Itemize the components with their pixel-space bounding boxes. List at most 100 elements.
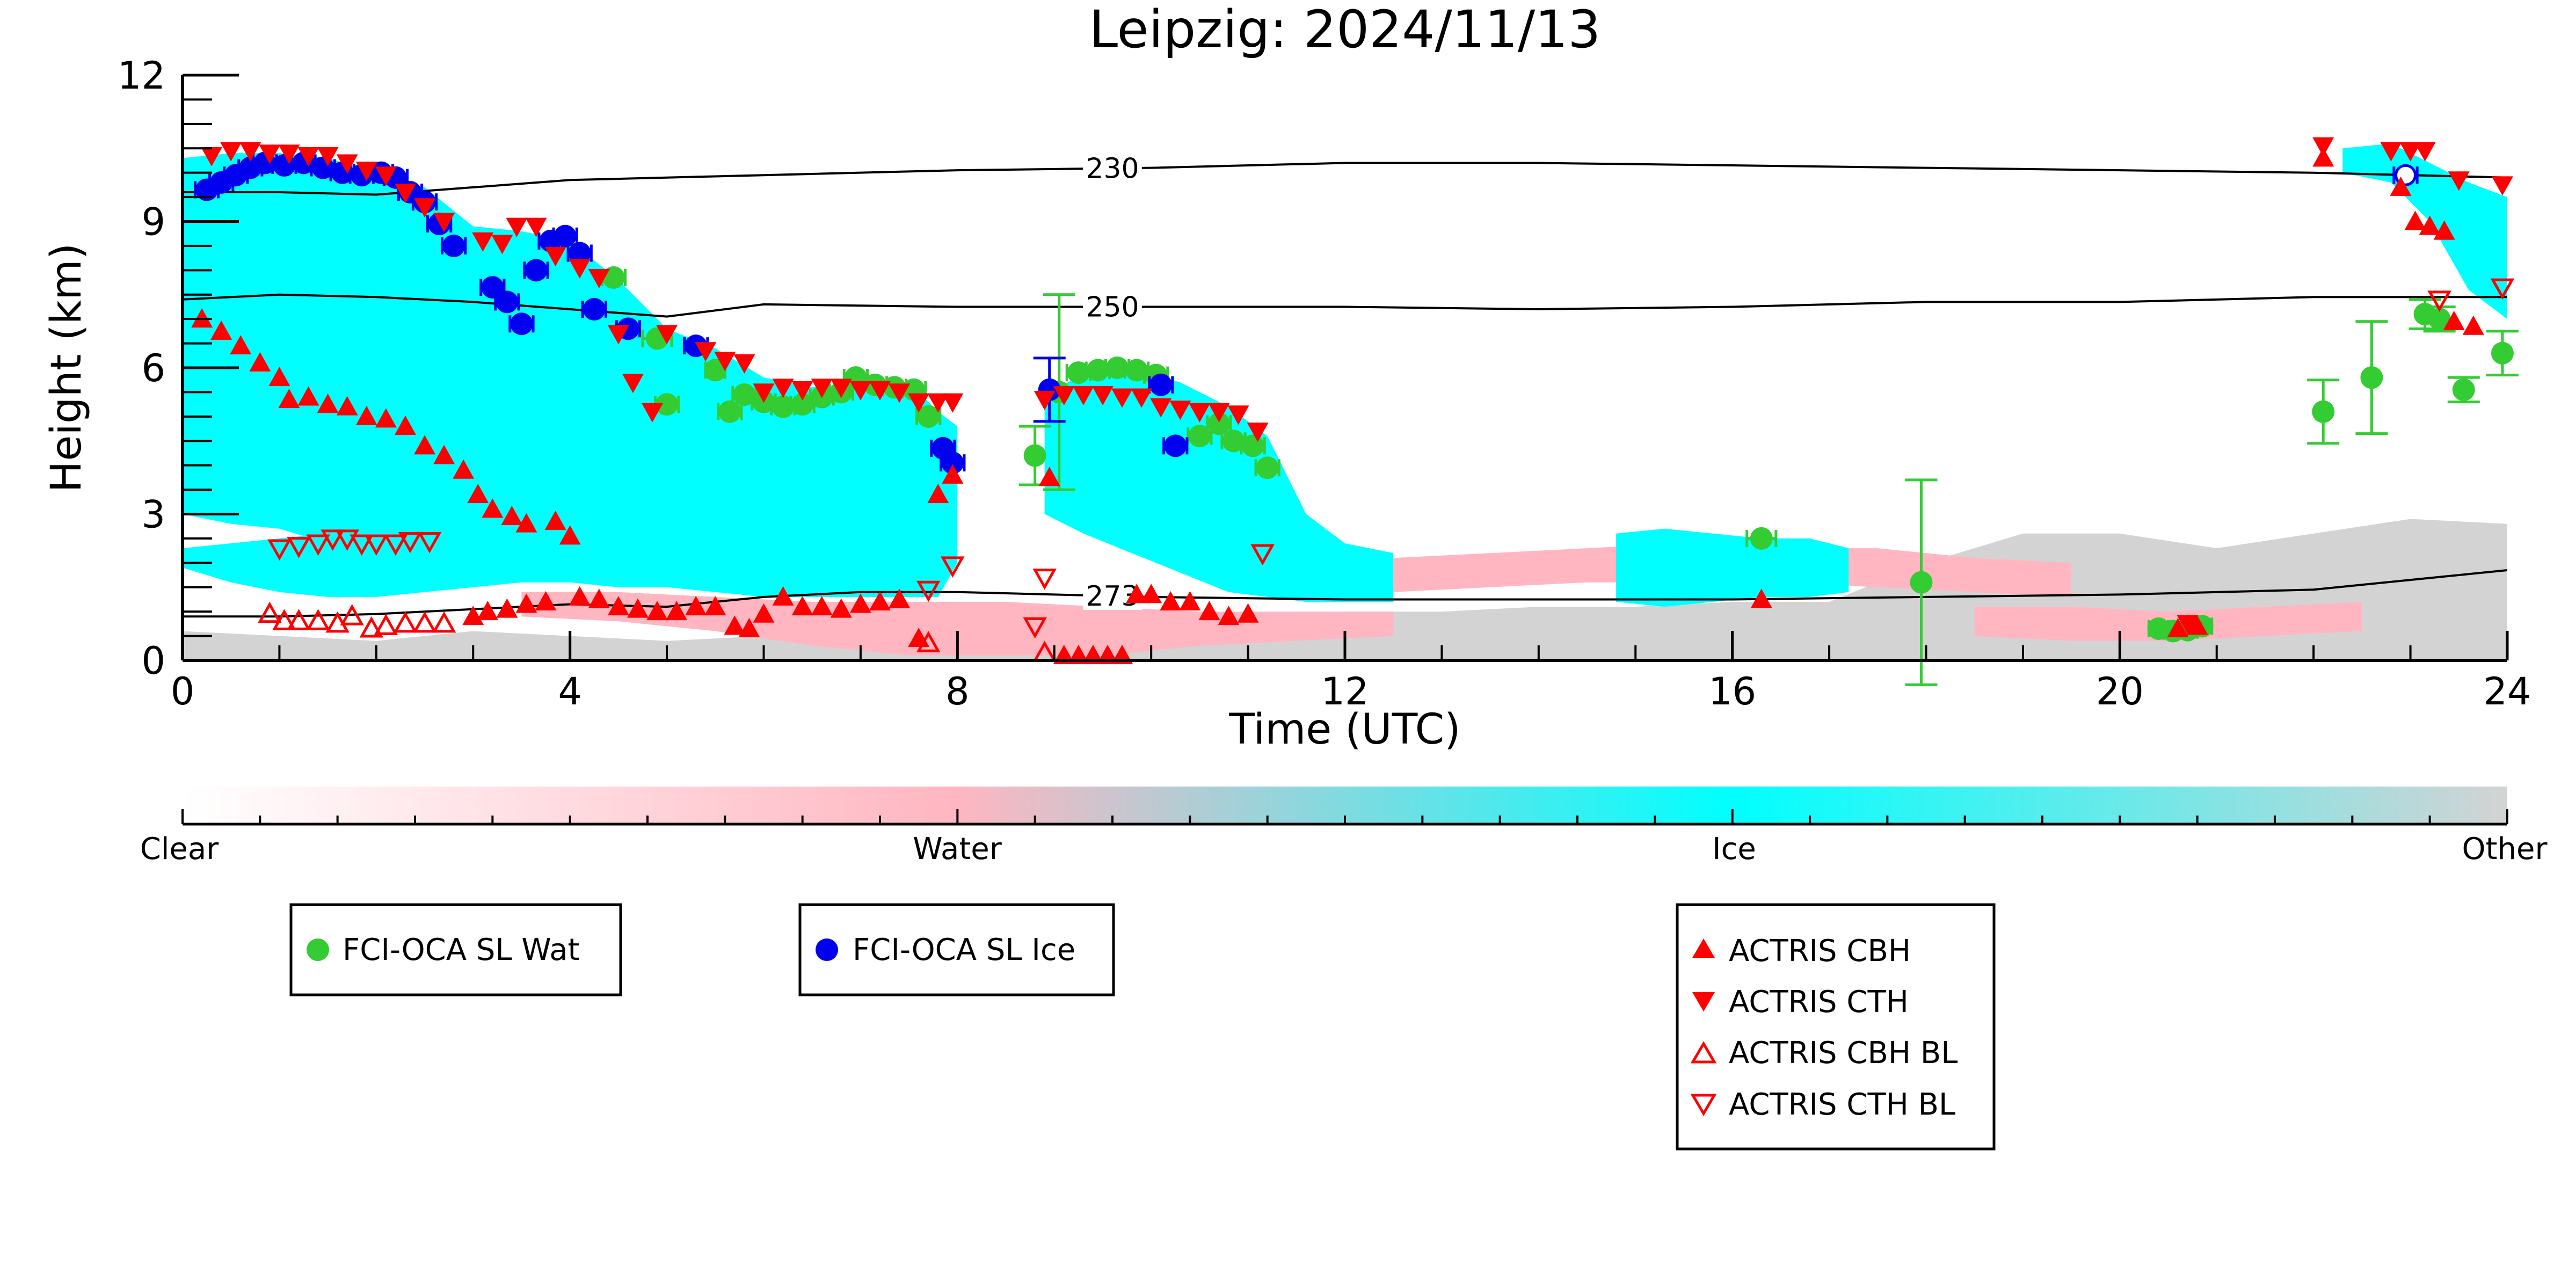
actris-cth-bl-point: [2427, 290, 2451, 312]
x-tick-label: 0: [171, 670, 195, 714]
fci-oca-sl-wat-point: [1241, 434, 1264, 457]
actris-cbh-point: [501, 506, 523, 526]
actris-cth-point: [569, 259, 591, 279]
actris-cth-bl-point: [398, 532, 423, 554]
actris-cbh-point: [414, 435, 436, 455]
y-tick-label: 3: [141, 493, 165, 537]
actris-cth-point: [2399, 142, 2421, 162]
actris-cth-point: [588, 268, 610, 288]
actris-cth-point: [2312, 137, 2334, 157]
actris-cbh-point: [889, 588, 911, 608]
x-axis-label: Time (UTC): [1228, 705, 1460, 754]
actris-cbh-point: [849, 593, 871, 613]
isotherm-label-background: [1083, 154, 1142, 183]
legend-fci-oca-wat: FCI-OCA SL Wat: [289, 903, 622, 996]
actris-cbh-point: [724, 615, 746, 635]
actris-cth-point: [336, 154, 358, 174]
fci-oca-sl-wat-point: [1086, 359, 1109, 382]
legend-label: ACTRIS CBH BL: [1729, 1036, 1958, 1071]
actris-cbh-point: [355, 405, 377, 425]
actris-cth-point: [642, 403, 664, 423]
colorbar-label-clear: Clear: [140, 832, 219, 867]
actris-cbh-point: [627, 598, 649, 618]
fci-oca-sl-ice-point: [525, 259, 548, 282]
fci-oca-sl-wat-point: [917, 405, 940, 428]
actris-cbh-point: [869, 591, 891, 610]
axes: 0 4 8 12 16 20 24 0 3 6 9 12: [118, 54, 2531, 714]
actris-cbh-point: [2186, 615, 2208, 635]
legend-box: [798, 903, 1115, 996]
actris-cbh-point: [278, 389, 300, 409]
actris-cbh-point: [462, 606, 484, 625]
data-markers: [191, 137, 2519, 686]
actris-cth-point: [506, 217, 528, 237]
actris-cth-point: [927, 393, 949, 413]
water-region: [521, 592, 1394, 656]
isotherm-label: 230: [1086, 152, 1139, 185]
actris-cth-point: [414, 198, 436, 218]
actris-cth-point: [1227, 405, 1249, 425]
actris-cth-point: [1247, 423, 1269, 442]
actris-cbh-point: [646, 601, 668, 621]
actris-cbh-point: [297, 386, 319, 406]
actris-cbh-point: [230, 335, 252, 355]
x-tick-label: 16: [1708, 670, 1756, 714]
isotherm-label-background: [1083, 293, 1142, 321]
actris-cth-bl-point: [417, 532, 442, 554]
actris-cth-bl-point: [2490, 278, 2515, 300]
actris-cth-point: [622, 374, 644, 394]
actris-cbh-point: [666, 601, 688, 621]
fci-oca-sl-wat-point: [2360, 366, 2383, 389]
ice-region: [1616, 528, 1849, 607]
classification-background: [183, 143, 2507, 660]
actris-cbh-point: [738, 617, 760, 637]
actris-cth-point: [791, 381, 813, 401]
actris-cth-bl-point: [287, 537, 311, 558]
fci-oca-sl-wat-point: [1106, 356, 1129, 379]
actris-cbh-point: [453, 459, 475, 479]
actris-cth-point: [1072, 385, 1094, 405]
actris-cth-point: [830, 379, 852, 398]
actris-cth-point: [656, 325, 678, 345]
actris-cbh-point: [607, 596, 629, 616]
actris-cth-point: [908, 393, 930, 413]
actris-cth-point: [220, 142, 242, 162]
actris-cbh-point: [2433, 220, 2455, 240]
other-region: [183, 519, 2507, 660]
actris-cth-point: [1150, 398, 1172, 418]
actris-cbh-point: [569, 586, 591, 606]
legend-label: FCI-OCA SL Wat: [343, 933, 580, 967]
actris-cbh-point: [544, 511, 566, 530]
fci-oca-sl-ice-point: [1164, 434, 1187, 457]
actris-cbh-bl-point: [306, 609, 330, 630]
actris-cth-point: [259, 144, 281, 164]
actris-cbh-point: [482, 498, 504, 518]
actris-cth-point: [355, 162, 377, 181]
actris-cth-point: [1034, 391, 1056, 411]
ice-region: [1044, 368, 1394, 602]
fci-oca-sl-ice-point: [583, 298, 606, 321]
actris-cth-bl-point: [350, 534, 374, 556]
isotherm-line: [183, 293, 2507, 318]
fci-oca-sl-wat-point: [1023, 444, 1046, 467]
x-tick-label: 8: [945, 670, 970, 714]
actris-cbh-point: [811, 596, 833, 616]
actris-cth-point: [394, 184, 416, 203]
actris-cth-point: [811, 379, 833, 398]
fci-oca-sl-wat-point: [2452, 378, 2475, 401]
ice-region: [183, 533, 522, 597]
actris-cbh-point: [830, 598, 852, 618]
actris-cbh-bl-point: [393, 611, 418, 633]
actris-cth-point: [1189, 403, 1211, 423]
colorbar-label-ice: Ice: [1712, 832, 1756, 867]
y-tick-label: 0: [141, 639, 165, 683]
actris-cbh-point: [1198, 601, 1220, 621]
fci-oca-sl-wat-point: [656, 393, 679, 416]
actris-cth-point: [317, 147, 339, 166]
actris-cbh-point: [753, 603, 775, 623]
actris-cth-bl-point: [1250, 544, 1275, 566]
fci-oca-sl-ice-point: [568, 242, 591, 265]
actris-cth-point: [297, 147, 319, 166]
fci-oca-sl-ice-point: [941, 452, 964, 475]
